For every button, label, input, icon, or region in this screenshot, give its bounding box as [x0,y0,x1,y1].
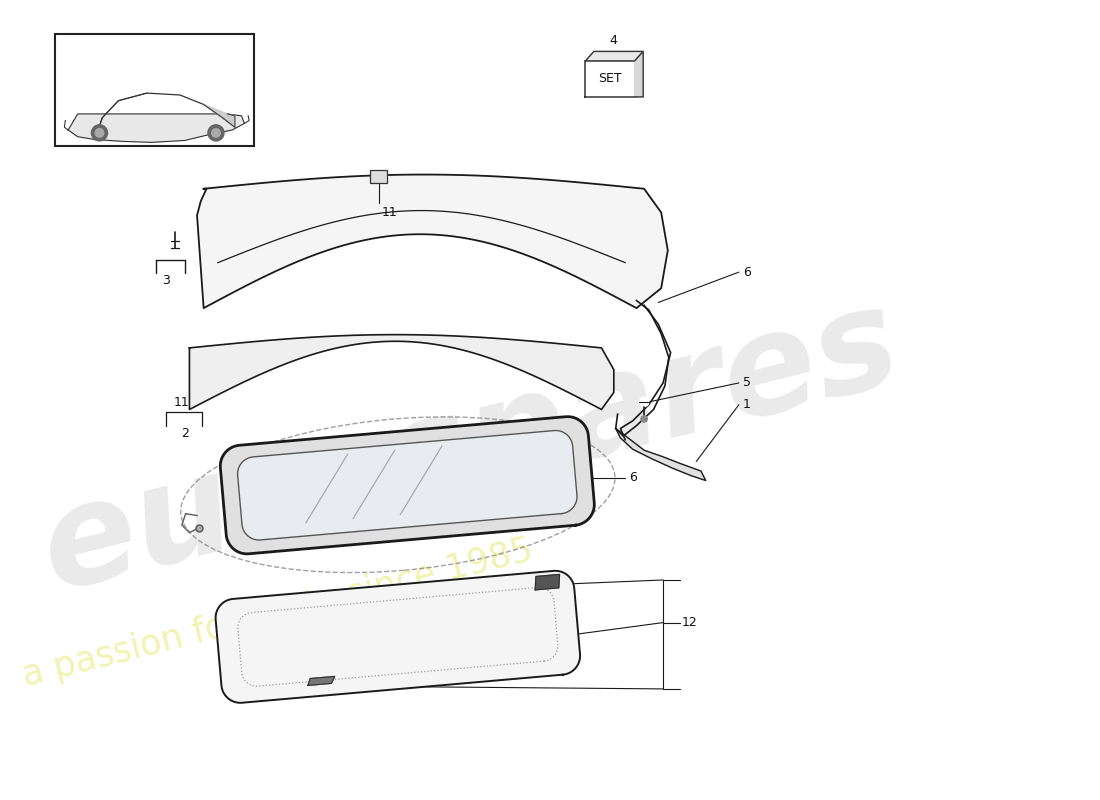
FancyBboxPatch shape [371,170,387,183]
Circle shape [639,397,649,406]
Text: 6: 6 [629,471,637,484]
Polygon shape [68,114,244,142]
Polygon shape [635,51,643,97]
Text: 5: 5 [742,377,750,390]
Text: SET: SET [598,72,622,86]
Text: 2: 2 [180,426,188,440]
Polygon shape [204,105,235,127]
Text: 11: 11 [382,206,397,219]
Circle shape [96,129,103,137]
Circle shape [170,223,180,232]
Text: 1: 1 [742,398,750,411]
Text: 4: 4 [609,34,618,46]
Polygon shape [197,174,668,308]
Polygon shape [238,430,578,540]
Text: 3: 3 [162,274,169,287]
Circle shape [91,125,108,141]
Polygon shape [585,51,644,61]
Circle shape [208,125,224,141]
Polygon shape [216,571,580,703]
Polygon shape [616,429,706,481]
Text: 12: 12 [682,616,697,629]
Polygon shape [220,417,594,554]
Bar [55,34,254,146]
Polygon shape [536,574,560,590]
Polygon shape [189,334,614,410]
Circle shape [641,416,648,422]
Text: a passion for parts since 1985: a passion for parts since 1985 [19,533,537,693]
Text: 6: 6 [742,266,750,278]
Text: 11: 11 [174,396,189,410]
Polygon shape [308,677,334,686]
Circle shape [211,129,220,137]
Text: eurospares: eurospares [29,276,913,619]
